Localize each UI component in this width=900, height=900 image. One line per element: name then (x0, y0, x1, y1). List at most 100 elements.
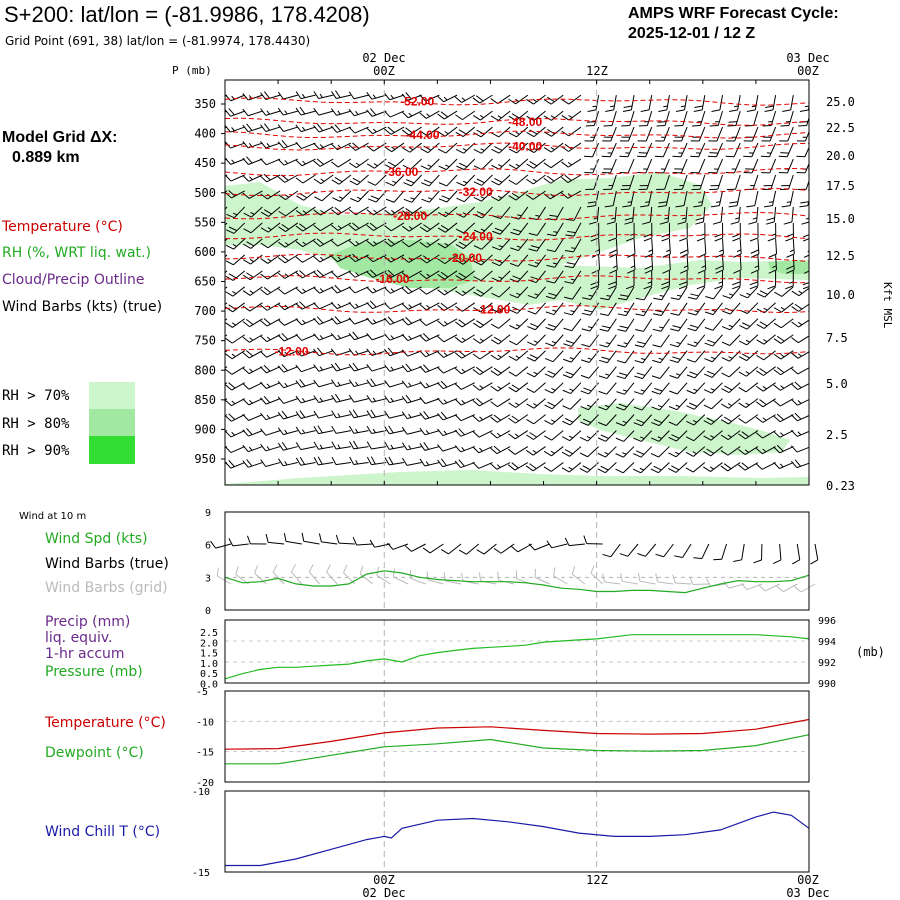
wind-barb (687, 286, 706, 300)
wind-barb (348, 331, 369, 341)
wind-barb (617, 286, 635, 301)
wind-barb (242, 459, 263, 468)
wind-barb (722, 286, 741, 299)
wind-barb (508, 398, 529, 408)
wind-barb (703, 430, 723, 441)
wind-barb (421, 190, 440, 203)
wind-barb (277, 396, 298, 404)
wind-barb (460, 572, 479, 585)
wind-barb (720, 414, 741, 425)
wind-barb (332, 190, 352, 202)
wind-barb (585, 110, 600, 127)
wind-barb (437, 238, 458, 249)
wind-barb (564, 286, 582, 300)
wind-barb (419, 333, 440, 342)
wind-barb (546, 270, 564, 284)
wind-barb (437, 270, 458, 280)
temperature-contour-line (225, 167, 809, 177)
wind-barb (473, 190, 493, 202)
wind-barb (508, 174, 529, 185)
wind-barb (272, 564, 285, 585)
wind-barb (419, 318, 440, 326)
wind-barb (242, 382, 263, 390)
wind-barb (581, 350, 600, 363)
wind-barb (313, 425, 334, 435)
wind-barb (402, 158, 423, 170)
legend-windchill: Wind Chill T (°C) (45, 824, 160, 840)
wind-barb (624, 206, 635, 225)
wind-barb (661, 270, 670, 290)
wind-barb (420, 142, 440, 154)
temperature-contours (225, 97, 809, 356)
wind-barb (422, 543, 444, 554)
wind-barb (295, 426, 316, 435)
wind-barb (526, 414, 546, 425)
wind-barb (644, 238, 654, 258)
wind-barb (543, 462, 564, 472)
wind-barb (779, 126, 794, 142)
temp-ytick: -15 (196, 748, 214, 759)
wind-barb (225, 366, 245, 375)
wind-barb (383, 110, 405, 118)
kft-tick: 12.5 (826, 249, 855, 263)
wind-barb (526, 366, 546, 378)
precip-ytick: 0.5 (200, 669, 218, 680)
wind-barb (638, 174, 653, 191)
wind-barb (260, 334, 281, 343)
wind-barb (384, 222, 405, 232)
wind-barb (690, 126, 706, 142)
wind-barb (277, 270, 299, 279)
wind-barb (437, 366, 458, 374)
wind-barb (385, 190, 405, 203)
wind-barb (633, 430, 653, 442)
wind-barb (704, 334, 723, 347)
legend-rh: RH (%, WRT liq. wat.) (2, 245, 151, 261)
wind-barb (755, 382, 776, 392)
wind-barb (225, 157, 245, 165)
wind-barb (669, 382, 688, 395)
wind-barb (331, 393, 351, 403)
pressure-ytick: 996 (818, 616, 836, 627)
wind-barb (313, 333, 334, 341)
temperature-contour-line (225, 117, 809, 126)
wind-barb (472, 382, 493, 391)
wind-barb (277, 158, 298, 166)
wind-barb (326, 564, 338, 585)
wind-barb (225, 350, 228, 353)
wind-barb (544, 398, 564, 410)
chill-frame (224, 790, 810, 873)
wind-barb (404, 543, 426, 552)
wind-barb (615, 462, 635, 474)
wind-barb (242, 270, 263, 281)
wind-barb (583, 535, 603, 545)
wind-barb (563, 334, 582, 347)
wind-barb (652, 350, 670, 364)
wind-barb (553, 567, 568, 585)
wind-barb (349, 440, 369, 450)
wind-barb (348, 301, 369, 310)
wind-barb (383, 316, 405, 326)
wind-barb (225, 174, 228, 177)
pressure-tick: 600 (194, 245, 216, 259)
wind-barb (384, 425, 405, 435)
wind-barb (437, 458, 458, 468)
wind-barb (785, 254, 795, 274)
wind-barb (419, 126, 440, 137)
wind-barb (313, 254, 334, 263)
wind-barb (562, 366, 582, 379)
temperature-contour-label: -36.00 (384, 165, 418, 179)
wind-barb (743, 126, 759, 142)
wind-barb (277, 91, 298, 100)
pressure-ytick: 994 (818, 637, 836, 648)
wind-barb (455, 222, 476, 234)
bottom-day-label-1: 02 Dec (362, 886, 405, 900)
wind-barb (366, 286, 387, 294)
kft-tick: 10.0 (826, 288, 855, 302)
wind-barb (637, 543, 657, 557)
temperature-contour-line (225, 232, 809, 241)
wind-barb (763, 190, 777, 208)
wind-barb (454, 366, 475, 375)
wind-barb (419, 222, 440, 233)
wind-barb (672, 574, 692, 585)
wind-barb (580, 366, 600, 379)
